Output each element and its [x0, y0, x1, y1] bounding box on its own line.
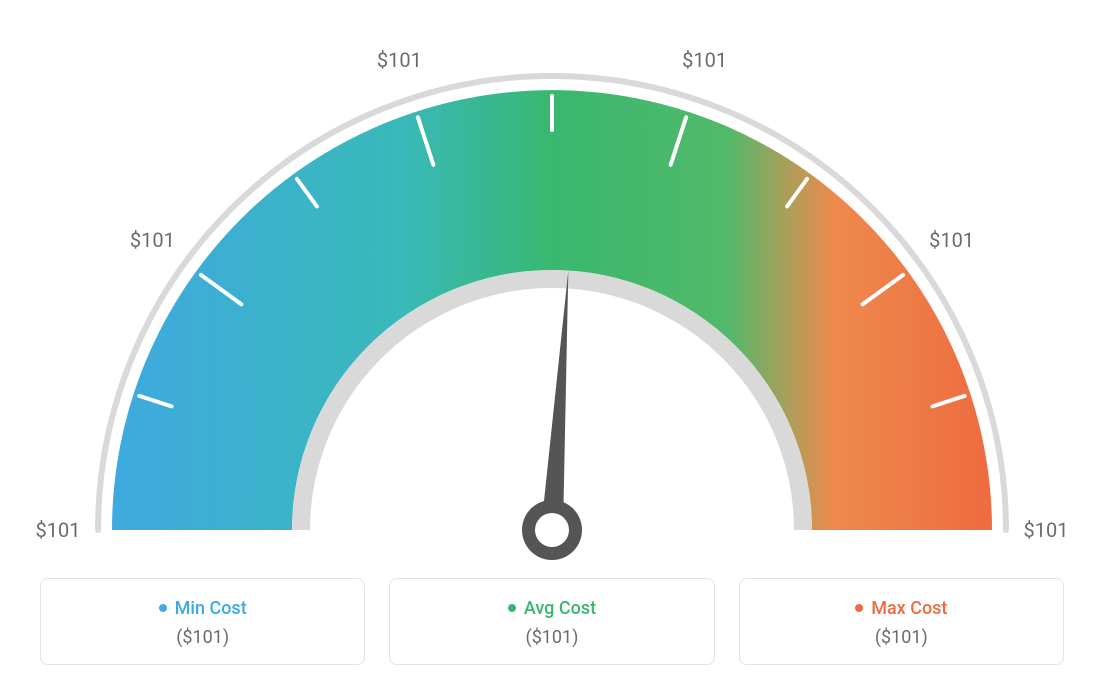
legend-label-avg: Avg Cost	[524, 598, 596, 619]
legend-card-min: Min Cost ($101)	[40, 578, 365, 665]
gauge-tick-label: $101	[929, 228, 974, 252]
legend-card-avg: Avg Cost ($101)	[389, 578, 714, 665]
legend-label-min: Min Cost	[175, 598, 247, 619]
gauge-tick-label: $101	[377, 48, 422, 72]
cost-gauge: $101$101$101$101$101$101	[40, 10, 1064, 570]
legend-dot-min	[159, 604, 167, 612]
gauge-tick-label: $101	[1024, 518, 1069, 542]
gauge-svg	[40, 10, 1064, 570]
legend-row: Min Cost ($101) Avg Cost ($101) Max Cost…	[40, 578, 1064, 665]
legend-dot-avg	[508, 604, 516, 612]
legend-value-max: ($101)	[760, 627, 1043, 648]
gauge-tick-label: $101	[682, 48, 727, 72]
legend-dot-max	[855, 604, 863, 612]
legend-value-avg: ($101)	[410, 627, 693, 648]
gauge-tick-label: $101	[130, 228, 175, 252]
legend-label-max: Max Cost	[871, 598, 947, 619]
legend-value-min: ($101)	[61, 627, 344, 648]
legend-card-max: Max Cost ($101)	[739, 578, 1064, 665]
gauge-tick-label: $101	[36, 518, 81, 542]
